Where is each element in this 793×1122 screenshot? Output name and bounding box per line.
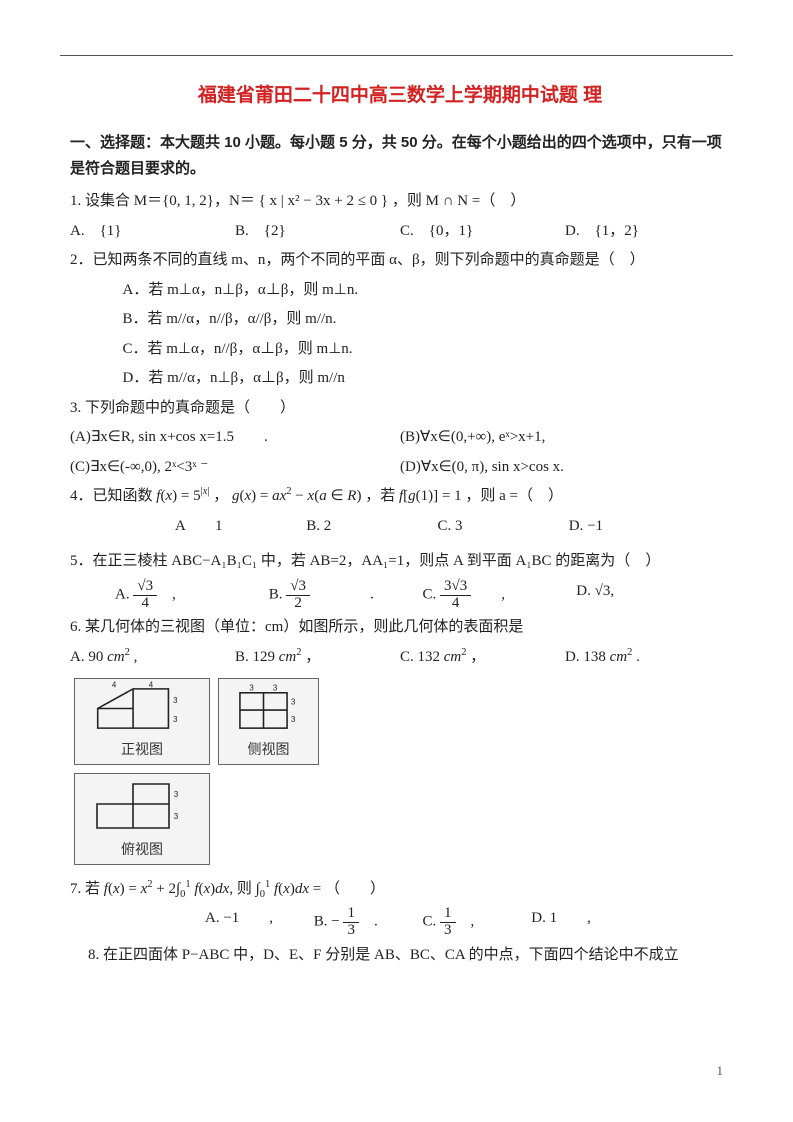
question-3: 3. 下列命题中的真命题是（ ）	[70, 396, 730, 422]
q1-stem-a: 1. 设集合 M＝{0, 1, 2}，N＝	[70, 193, 255, 209]
svg-text:3: 3	[249, 684, 254, 693]
top-view-box: 33 俯视图	[74, 773, 210, 865]
q7-option-c: C. 13 ,	[423, 906, 532, 939]
q1-set-expr: { x | x² − 3x + 2 ≤ 0 }	[259, 193, 389, 209]
page-number: 1	[717, 1060, 724, 1082]
q6-option-d: D. 138 cm2 .	[565, 645, 730, 671]
side-view-box: 3 3 3 3 侧视图	[218, 678, 319, 765]
front-view-label: 正视图	[77, 736, 207, 762]
svg-text:3: 3	[173, 715, 178, 724]
q1-option-d: D. {1，2}	[565, 219, 730, 245]
question-5: 5．在正三棱柱 ABC−A₁B₁C₁ 中，若 AB=2，AA₁=1，则点 A 到…	[70, 549, 730, 575]
q7-option-a: A. −1 ,	[205, 906, 314, 939]
q4-sep: ，	[213, 488, 228, 504]
top-view-icon: 33	[77, 776, 197, 836]
section-heading: 一、选择题：本大题共 10 小题。每小题 5 分，共 50 分。在每个小题给出的…	[70, 130, 730, 181]
q7-tail: （ ）	[325, 881, 385, 897]
q5-option-d: D. √3,	[576, 579, 730, 612]
page-title: 福建省莆田二十四中高三数学上学期期中试题 理	[70, 80, 730, 112]
q3-option-b: (B)∀x∈(0,+∞), eˣ>x+1,	[400, 425, 730, 451]
svg-text:3: 3	[174, 812, 179, 821]
svg-text:4: 4	[149, 681, 154, 689]
q1-option-a: A. {1}	[70, 219, 235, 245]
q4-options: A 1 B. 2 C. 3 D. −1	[70, 514, 730, 540]
question-6: 6. 某几何体的三视图（单位：cm）如图所示，则此几何体的表面积是	[70, 615, 730, 641]
q5-option-a: A. √34 ,	[115, 579, 269, 612]
side-view-label: 侧视图	[221, 736, 316, 762]
top-view-label: 俯视图	[77, 836, 207, 862]
side-view-icon: 3 3 3 3	[221, 681, 306, 736]
q6-option-b: B. 129 cm2 ，	[235, 645, 400, 671]
q2-option-c: C．若 m⊥α，n//β，α⊥β，则 m⊥n.	[123, 337, 731, 363]
question-8: 8. 在正四面体 P−ABC 中，D、E、F 分别是 AB、BC、CA 的中点，…	[88, 943, 730, 969]
q4-tail: ，则 a =（ ）	[465, 488, 563, 504]
q5-option-c: C. 3√34 ,	[423, 579, 577, 612]
q3-option-a: (A)∃x∈R, sin x+cos x=1.5 .	[70, 425, 400, 451]
q1-stem-c: ，则 M ∩ N =（ ）	[392, 193, 525, 209]
q3-option-c: (C)∃x∈(-∞,0), 2ˣ<3ˣ ⁻	[70, 455, 400, 481]
svg-text:3: 3	[273, 684, 278, 693]
q3-row2: (C)∃x∈(-∞,0), 2ˣ<3ˣ ⁻ (D)∀x∈(0, π), sin …	[70, 455, 730, 481]
svg-text:3: 3	[291, 715, 296, 724]
header-rule	[60, 55, 733, 56]
q3-row1: (A)∃x∈R, sin x+cos x=1.5 . (B)∀x∈(0,+∞),…	[70, 425, 730, 451]
q1-options: A. {1} B. {2} C. {0，1} D. {1，2}	[70, 219, 730, 245]
q3-option-d: (D)∀x∈(0, π), sin x>cos x.	[400, 455, 730, 481]
q7-stem-a: 7. 若	[70, 881, 104, 897]
q7-eq: f(x) = x2 + 2∫01 f(x)dx,	[104, 881, 233, 897]
question-7: 7. 若 f(x) = x2 + 2∫01 f(x)dx, 则 ∫01 f(x)…	[70, 877, 730, 903]
q1-option-b: B. {2}	[235, 219, 400, 245]
q7-options: A. −1 , B. − 13 . C. 13 , D. 1 ,	[70, 906, 730, 939]
q4-gx: g(x) = ax2 − x(a ∈ R)	[232, 488, 361, 504]
svg-text:4: 4	[112, 681, 117, 689]
q2-option-d: D．若 m//α，n⊥β，α⊥β，则 m//n	[123, 366, 731, 392]
q4-option-c: C. 3	[438, 514, 569, 540]
q5-options: A. √34 , B. √32 . C. 3√34 , D. √3,	[70, 579, 730, 612]
q4-option-b: B. 2	[306, 514, 437, 540]
svg-text:3: 3	[174, 790, 179, 799]
q4-option-d: D. −1	[569, 514, 700, 540]
q1-option-c: C. {0，1}	[400, 219, 565, 245]
q7-option-d: D. 1 ,	[531, 906, 640, 939]
q7-option-b: B. − 13 .	[314, 906, 423, 939]
front-view-box: 4 4 3 3 正视图	[74, 678, 210, 765]
q7-stem-b: 则 ∫01 f(x)dx =	[237, 881, 321, 897]
q5-option-b: B. √32 .	[269, 579, 423, 612]
q4-stem-a: 4．已知函数	[70, 488, 156, 504]
q6-options: A. 90 cm2 , B. 129 cm2 ， C. 132 cm2 ， D.…	[70, 645, 730, 671]
three-view-diagram: 44 33 正视图 33	[70, 674, 330, 869]
question-2: 2．已知两条不同的直线 m、n，两个不同的平面 α、β，则下列命题中的真命题是（…	[70, 248, 730, 274]
q6-option-a: A. 90 cm2 ,	[70, 645, 235, 671]
question-4: 4．已知函数 f(x) = 5|x| ， g(x) = ax2 − x(a ∈ …	[70, 484, 730, 510]
q2-option-b: B．若 m//α，n//β，α//β，则 m//n.	[123, 307, 731, 333]
svg-text:3: 3	[291, 698, 296, 707]
q4-option-a: A 1	[175, 514, 306, 540]
q4-fx: f(x) = 5|x|	[156, 488, 209, 504]
question-1: 1. 设集合 M＝{0, 1, 2}，N＝ { x | x² − 3x + 2 …	[70, 189, 730, 215]
q6-option-c: C. 132 cm2 ，	[400, 645, 565, 671]
content-area: 福建省莆田二十四中高三数学上学期期中试题 理 一、选择题：本大题共 10 小题。…	[70, 80, 730, 972]
front-view-icon: 4 4 3 3	[77, 681, 197, 736]
svg-text:3: 3	[173, 696, 178, 705]
q2-option-a: A．若 m⊥α，n⊥β，α⊥β，则 m⊥n.	[123, 278, 731, 304]
page: 福建省莆田二十四中高三数学上学期期中试题 理 一、选择题：本大题共 10 小题。…	[0, 0, 793, 1122]
q4-cond: ，若 f[g(1)] = 1	[365, 488, 461, 504]
